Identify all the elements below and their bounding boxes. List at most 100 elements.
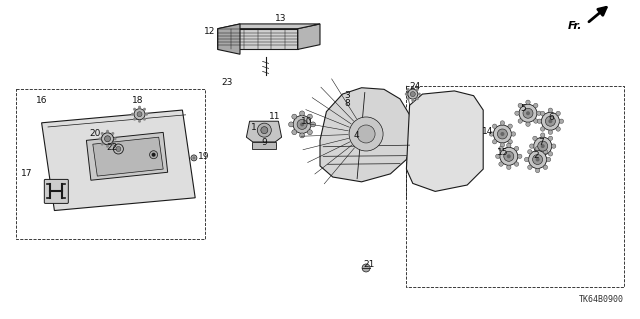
Circle shape bbox=[493, 125, 511, 143]
Circle shape bbox=[137, 112, 142, 117]
Circle shape bbox=[410, 92, 415, 97]
Circle shape bbox=[489, 132, 493, 136]
Circle shape bbox=[138, 120, 141, 123]
Circle shape bbox=[507, 165, 511, 169]
Text: 6: 6 bbox=[549, 113, 554, 122]
Circle shape bbox=[293, 115, 311, 133]
Polygon shape bbox=[218, 24, 320, 29]
Circle shape bbox=[106, 145, 109, 148]
Circle shape bbox=[138, 106, 141, 109]
Circle shape bbox=[497, 129, 508, 139]
Text: 19: 19 bbox=[198, 152, 209, 161]
Circle shape bbox=[519, 104, 537, 122]
Text: 15: 15 bbox=[497, 148, 508, 157]
Circle shape bbox=[261, 127, 268, 134]
Circle shape bbox=[541, 144, 545, 148]
Circle shape bbox=[495, 154, 500, 159]
Circle shape bbox=[536, 146, 540, 151]
Circle shape bbox=[500, 147, 518, 165]
Circle shape bbox=[292, 130, 297, 135]
Circle shape bbox=[416, 97, 419, 100]
Circle shape bbox=[100, 143, 104, 145]
Circle shape bbox=[289, 122, 294, 127]
Circle shape bbox=[515, 146, 519, 151]
Circle shape bbox=[300, 133, 305, 138]
Circle shape bbox=[104, 136, 111, 142]
Circle shape bbox=[548, 136, 553, 141]
Text: 22: 22 bbox=[106, 143, 118, 152]
Circle shape bbox=[526, 111, 530, 115]
Polygon shape bbox=[320, 88, 413, 182]
Circle shape bbox=[523, 108, 533, 118]
Polygon shape bbox=[406, 91, 483, 191]
Text: Fr.: Fr. bbox=[568, 20, 582, 31]
Circle shape bbox=[499, 146, 503, 151]
Text: 18: 18 bbox=[132, 96, 143, 105]
Circle shape bbox=[556, 111, 561, 116]
Circle shape bbox=[559, 119, 564, 123]
Circle shape bbox=[406, 88, 410, 91]
Circle shape bbox=[518, 103, 522, 108]
Circle shape bbox=[131, 113, 134, 116]
Circle shape bbox=[113, 137, 116, 140]
Circle shape bbox=[307, 130, 312, 135]
Circle shape bbox=[100, 132, 104, 135]
Circle shape bbox=[527, 165, 532, 169]
Circle shape bbox=[492, 124, 497, 129]
Circle shape bbox=[518, 119, 522, 123]
Circle shape bbox=[532, 154, 543, 165]
Circle shape bbox=[152, 153, 156, 157]
Circle shape bbox=[526, 122, 530, 126]
Circle shape bbox=[297, 119, 307, 130]
Circle shape bbox=[508, 139, 513, 144]
Circle shape bbox=[532, 152, 537, 156]
Circle shape bbox=[406, 97, 410, 100]
Circle shape bbox=[538, 141, 548, 151]
Circle shape bbox=[405, 93, 408, 96]
Circle shape bbox=[526, 100, 530, 104]
Text: 4: 4 bbox=[354, 131, 359, 140]
Circle shape bbox=[500, 121, 504, 125]
Text: 16: 16 bbox=[36, 96, 47, 105]
Polygon shape bbox=[218, 24, 240, 54]
Circle shape bbox=[532, 136, 537, 141]
Circle shape bbox=[362, 264, 370, 272]
Circle shape bbox=[349, 117, 383, 151]
Circle shape bbox=[116, 146, 121, 152]
Circle shape bbox=[499, 162, 503, 166]
Circle shape bbox=[556, 127, 561, 131]
Text: 12: 12 bbox=[204, 27, 215, 36]
Circle shape bbox=[257, 123, 271, 137]
Circle shape bbox=[548, 130, 552, 134]
Circle shape bbox=[534, 137, 552, 155]
Circle shape bbox=[548, 119, 552, 123]
Circle shape bbox=[548, 108, 552, 112]
Circle shape bbox=[518, 154, 522, 159]
Polygon shape bbox=[86, 132, 168, 180]
Circle shape bbox=[543, 165, 548, 169]
Circle shape bbox=[511, 132, 516, 136]
Circle shape bbox=[310, 122, 316, 127]
FancyBboxPatch shape bbox=[44, 179, 68, 204]
Circle shape bbox=[541, 133, 545, 137]
Text: 24: 24 bbox=[409, 82, 420, 91]
Circle shape bbox=[307, 114, 312, 119]
Polygon shape bbox=[42, 110, 195, 211]
Circle shape bbox=[536, 168, 540, 173]
Circle shape bbox=[150, 151, 157, 159]
Polygon shape bbox=[218, 29, 298, 49]
Circle shape bbox=[500, 143, 504, 147]
Circle shape bbox=[416, 88, 419, 91]
Text: 9: 9 bbox=[262, 138, 267, 147]
Circle shape bbox=[408, 89, 418, 99]
Circle shape bbox=[545, 116, 556, 126]
Text: 21: 21 bbox=[364, 260, 375, 269]
Text: 8: 8 bbox=[345, 99, 350, 108]
Circle shape bbox=[543, 150, 548, 154]
Circle shape bbox=[111, 143, 115, 145]
Circle shape bbox=[133, 108, 136, 111]
Circle shape bbox=[102, 133, 113, 145]
Text: 17: 17 bbox=[21, 169, 33, 178]
Text: 2: 2 bbox=[534, 151, 539, 160]
Circle shape bbox=[537, 111, 541, 115]
